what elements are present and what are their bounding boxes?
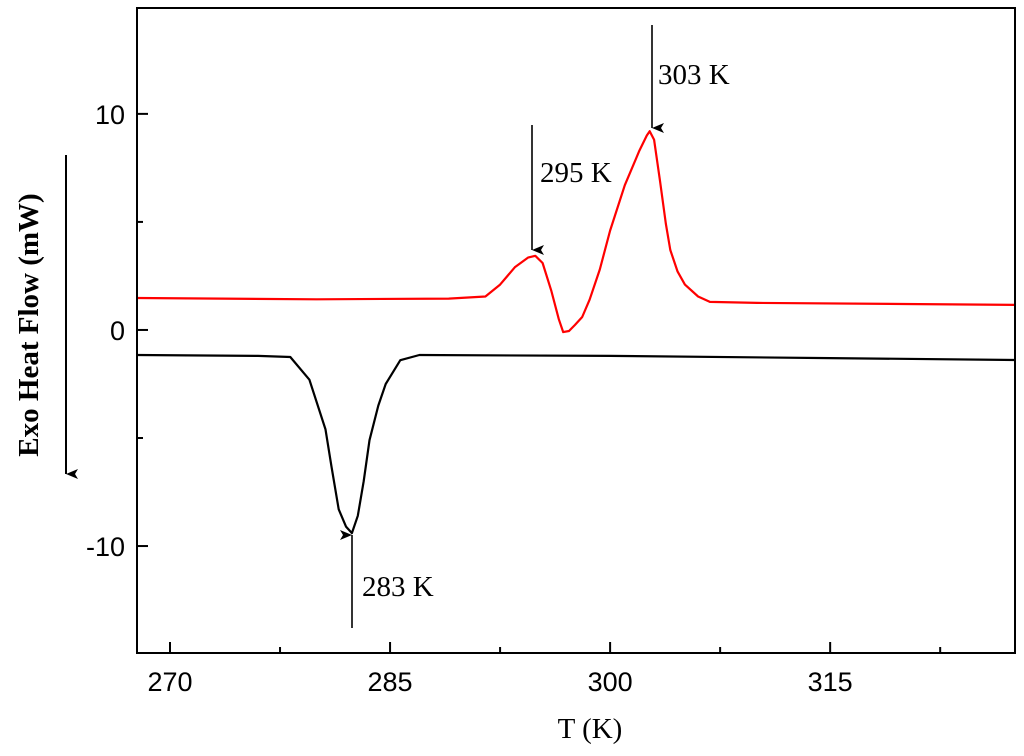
annotation: 303 K bbox=[658, 59, 730, 91]
data-line bbox=[136, 130, 1016, 334]
data-line bbox=[136, 353, 1016, 535]
annotation: 295 K bbox=[540, 157, 612, 189]
x-tick-label: 285 bbox=[368, 667, 413, 697]
x-tick-label: 270 bbox=[147, 667, 192, 697]
y-tick-label: 0 bbox=[110, 316, 125, 346]
y-axis-label: Exo Heat Flow (mW) bbox=[13, 193, 45, 456]
x-tick-label: 315 bbox=[808, 667, 853, 697]
annotation: 283 K bbox=[362, 571, 434, 603]
x-tick-label: 300 bbox=[588, 667, 633, 697]
x-axis-label: T (K) bbox=[558, 713, 623, 745]
y-tick-label: 10 bbox=[95, 100, 125, 130]
plot-frame bbox=[136, 7, 1016, 654]
y-tick-label: -10 bbox=[86, 532, 125, 562]
